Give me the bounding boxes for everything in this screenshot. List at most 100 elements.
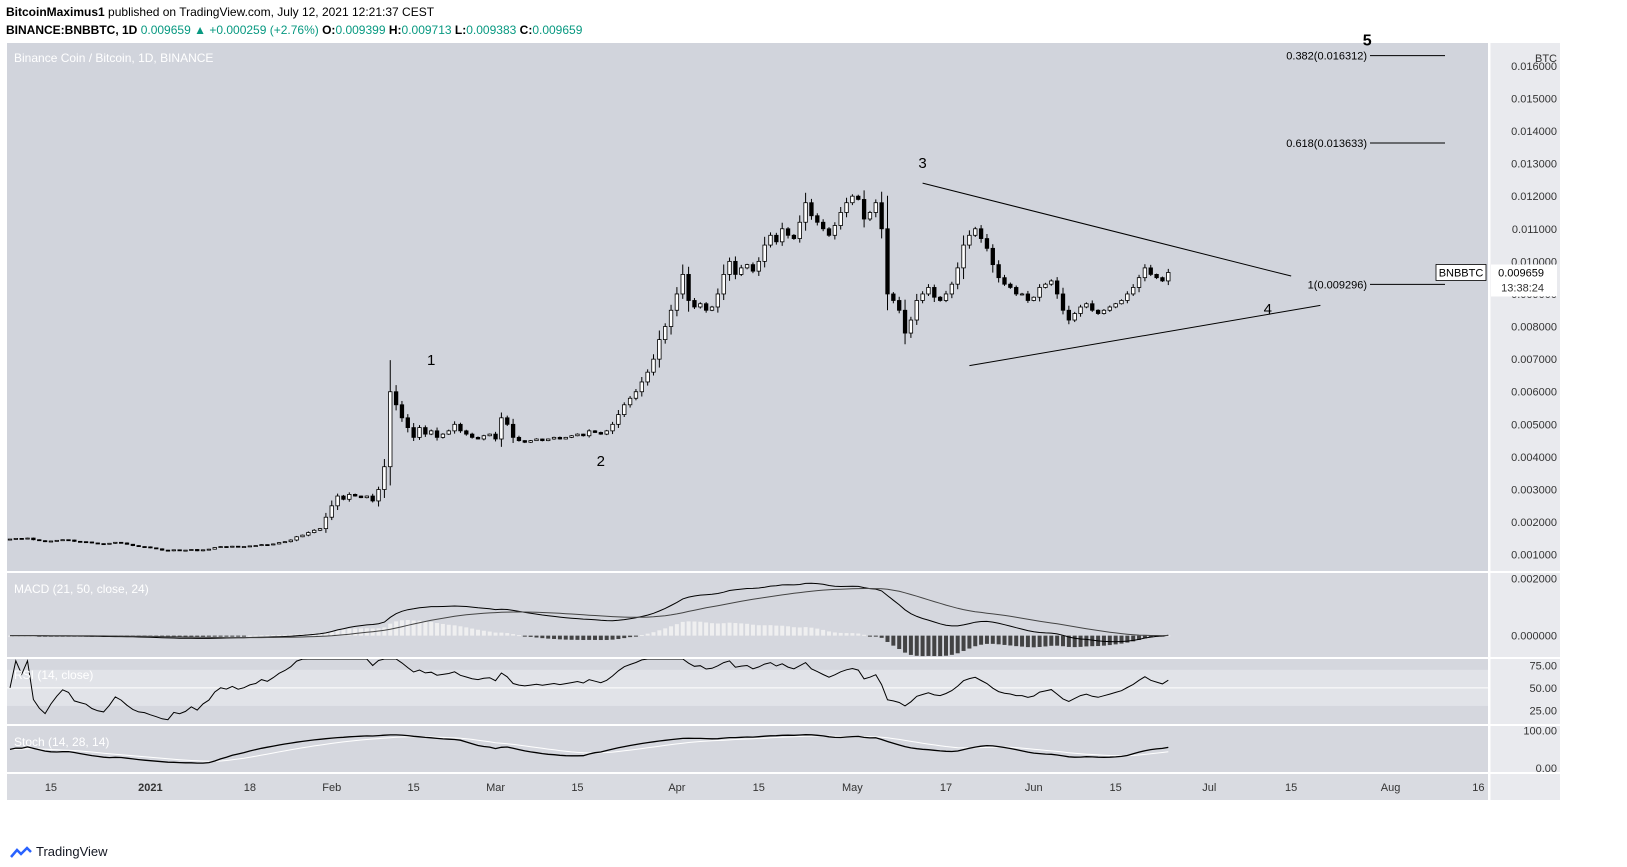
candle-body bbox=[440, 433, 446, 438]
macd-histogram-bar bbox=[546, 635, 551, 639]
candle-body bbox=[154, 547, 159, 550]
macd-histogram-bar bbox=[832, 632, 837, 636]
candle-body bbox=[680, 274, 685, 295]
macd-histogram-bar bbox=[201, 635, 206, 637]
tradingview-logo-icon bbox=[10, 845, 32, 858]
candle-body bbox=[393, 391, 399, 406]
macd-histogram-bar bbox=[692, 621, 697, 636]
candle-body bbox=[510, 423, 516, 438]
candle-body bbox=[616, 414, 621, 425]
macd-histogram-bar bbox=[710, 623, 714, 636]
candle-body bbox=[750, 264, 756, 272]
time-tick-label: Aug bbox=[1381, 782, 1401, 794]
macd-histogram-bar bbox=[230, 635, 235, 637]
chart-title: Binance Coin / Bitcoin, 1D, BINANCE bbox=[14, 51, 213, 65]
macd-histogram-bar bbox=[575, 635, 580, 640]
candle-body bbox=[967, 234, 972, 246]
candle-body bbox=[727, 260, 732, 275]
macd-histogram-bar bbox=[440, 623, 445, 636]
macd-histogram-bar bbox=[557, 635, 562, 640]
rsi-tick-label: 50.00 bbox=[1529, 683, 1557, 695]
macd-histogram-bar bbox=[914, 635, 919, 656]
macd-histogram-bar bbox=[511, 634, 516, 636]
candle-body bbox=[622, 404, 627, 415]
candle-body bbox=[101, 543, 106, 546]
macd-histogram-bar bbox=[581, 635, 586, 641]
candle-body bbox=[1060, 293, 1066, 311]
macd-histogram-bar bbox=[218, 635, 223, 637]
candle-body bbox=[107, 542, 112, 545]
candle-body bbox=[581, 433, 586, 437]
price-tick-label: 0.001000 bbox=[1511, 550, 1557, 562]
tradingview-brand[interactable]: TradingView bbox=[10, 844, 108, 859]
stoch-title: Stoch (14, 28, 14) bbox=[14, 735, 109, 749]
candle-body bbox=[452, 423, 457, 432]
macd-histogram-bar bbox=[920, 635, 925, 657]
candle-body bbox=[235, 545, 241, 548]
candle-body bbox=[832, 225, 838, 236]
candle-body bbox=[259, 544, 264, 546]
rsi-title: RSI (14, close) bbox=[14, 668, 93, 682]
candle-body bbox=[902, 309, 908, 334]
candle-body bbox=[838, 212, 843, 226]
macd-histogram-bar bbox=[680, 621, 685, 636]
macd-histogram-bar bbox=[1078, 635, 1083, 647]
macd-histogram-bar bbox=[1014, 635, 1019, 647]
candle-body bbox=[206, 548, 212, 551]
candle-body bbox=[148, 546, 153, 549]
macd-histogram-bar bbox=[540, 635, 545, 639]
candle-body bbox=[557, 436, 563, 440]
price-tick-label: 0.005000 bbox=[1511, 419, 1557, 431]
wave-label: 3 bbox=[918, 155, 926, 172]
macd-histogram-bar bbox=[195, 635, 200, 637]
candle-body bbox=[364, 495, 370, 499]
macd-histogram-bar bbox=[464, 627, 469, 636]
macd-histogram-bar bbox=[944, 635, 948, 656]
price-tick-label: 0.002000 bbox=[1511, 517, 1557, 529]
macd-histogram-bar bbox=[762, 625, 767, 636]
macd-histogram-bar bbox=[1119, 635, 1124, 644]
candle-body bbox=[785, 228, 791, 236]
author-name[interactable]: BitcoinMaximus1 bbox=[6, 5, 105, 19]
candle-body bbox=[352, 494, 358, 497]
candle-body bbox=[1119, 300, 1124, 305]
candle-body bbox=[212, 547, 217, 550]
candle-body bbox=[744, 264, 750, 269]
stoch-k-line bbox=[9, 734, 1169, 764]
macd-histogram-bar bbox=[516, 635, 521, 637]
macd-histogram-bar bbox=[271, 635, 276, 637]
candle-body bbox=[978, 228, 984, 239]
close-value: 0.009659 bbox=[532, 23, 583, 37]
candle-body bbox=[300, 534, 305, 538]
candle-body bbox=[955, 267, 960, 285]
candle-body bbox=[592, 430, 598, 433]
macd-histogram-bar bbox=[1002, 635, 1007, 645]
macd-histogram-bar bbox=[850, 633, 855, 636]
macd-histogram-bar bbox=[610, 635, 615, 640]
macd-histogram-bar bbox=[242, 635, 246, 637]
candle-body bbox=[446, 430, 451, 435]
candle-body bbox=[265, 544, 270, 546]
macd-histogram-bar bbox=[674, 624, 679, 636]
time-tick-label: 15 bbox=[1110, 782, 1122, 794]
macd-histogram-bar bbox=[891, 635, 896, 646]
macd-tick-label: 0.002000 bbox=[1511, 574, 1557, 586]
candle-body bbox=[505, 417, 510, 425]
price-tick-label: 0.014000 bbox=[1511, 126, 1557, 138]
candle-body bbox=[1078, 306, 1083, 314]
rsi-line bbox=[9, 658, 1169, 721]
candle-body bbox=[282, 541, 288, 544]
price-tick-label: 0.015000 bbox=[1511, 93, 1557, 105]
macd-histogram-bar bbox=[750, 624, 755, 636]
time-tick-label: 15 bbox=[753, 782, 765, 794]
price-tick-label: 0.016000 bbox=[1511, 61, 1557, 73]
macd-histogram-bar bbox=[347, 628, 352, 636]
open-value: 0.009399 bbox=[335, 23, 386, 37]
candle-body bbox=[756, 260, 761, 272]
macd-histogram-bar bbox=[563, 635, 568, 640]
candle-body bbox=[856, 195, 861, 200]
candle-body bbox=[797, 221, 802, 239]
candle-body bbox=[844, 202, 849, 213]
candle-body bbox=[335, 495, 340, 507]
